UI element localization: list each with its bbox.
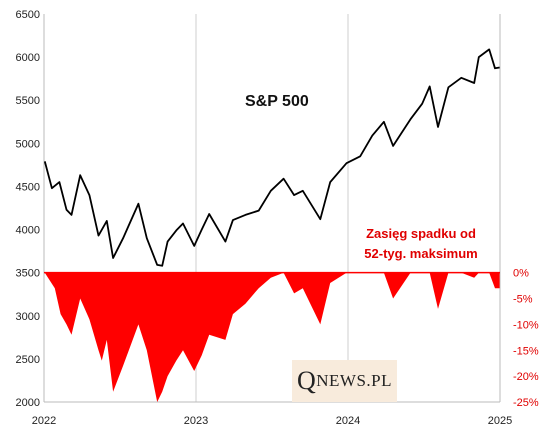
y-right-tick-2: -10% — [513, 319, 539, 331]
qnews-watermark-logo: Q NEWS.PL — [292, 360, 397, 402]
axis-ticks-x: 2022 2023 2024 2025 — [32, 415, 512, 427]
y-left-tick-1: 6000 — [16, 52, 40, 64]
y-left-tick-4: 4500 — [16, 181, 40, 193]
chart-title: S&P 500 — [245, 93, 309, 110]
sp500-price-line — [43, 48, 500, 267]
y-left-tick-5: 4000 — [16, 225, 40, 237]
y-left-tick-6: 3500 — [16, 268, 40, 280]
drawdown-annotation-line-2: 52-tyg. maksimum — [364, 246, 477, 261]
y-right-tick-4: -20% — [513, 371, 539, 383]
y-left-tick-7: 3000 — [16, 311, 40, 323]
x-tick-3: 2025 — [488, 415, 512, 427]
y-left-tick-3: 5000 — [16, 138, 40, 150]
drawdown-annotation-line-1: Zasięg spadku od — [366, 226, 476, 241]
y-left-tick-9: 2000 — [16, 397, 40, 409]
watermark-text: NEWS.PL — [316, 371, 393, 390]
axis-ticks-right: 0% -5% -10% -15% -20% -25% — [513, 268, 539, 409]
drawdown-area — [44, 272, 500, 402]
y-left-tick-2: 5500 — [16, 95, 40, 107]
y-right-tick-5: -25% — [513, 397, 539, 409]
price-line-group — [43, 48, 500, 267]
y-right-tick-0: 0% — [513, 268, 529, 280]
y-right-tick-1: -5% — [513, 294, 533, 306]
drawdown-area-group — [44, 272, 500, 402]
y-left-tick-0: 6500 — [16, 9, 40, 21]
axis-ticks-left: 6500 6000 5500 5000 4500 4000 3500 3000 2500 2000 — [16, 9, 40, 409]
y-right-tick-3: -15% — [513, 345, 539, 357]
x-tick-2: 2024 — [336, 415, 360, 427]
watermark-big-letter: Q — [296, 366, 317, 395]
y-left-tick-8: 2500 — [16, 354, 40, 366]
x-tick-1: 2023 — [184, 415, 208, 427]
x-tick-0: 2022 — [32, 415, 56, 427]
